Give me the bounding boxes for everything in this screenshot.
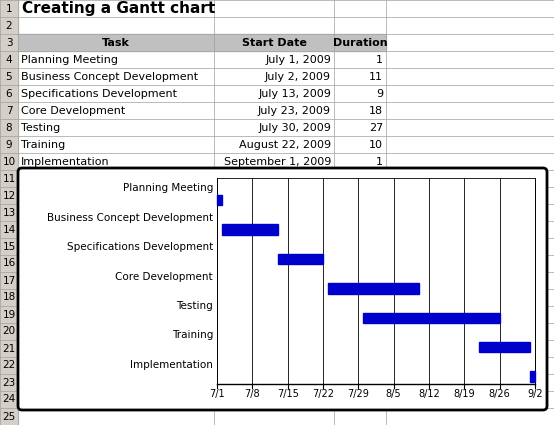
- Text: 7/1: 7/1: [209, 389, 225, 399]
- Text: 17: 17: [2, 275, 16, 286]
- Text: 9: 9: [6, 139, 12, 150]
- Text: Core Development: Core Development: [115, 272, 213, 282]
- Text: Business Concept Development: Business Concept Development: [21, 71, 198, 82]
- Bar: [363, 313, 500, 323]
- Text: 7/8: 7/8: [244, 389, 260, 399]
- Text: July 30, 2009: July 30, 2009: [258, 122, 331, 133]
- Text: Business Concept Development: Business Concept Development: [47, 213, 213, 223]
- Text: Specifications Development: Specifications Development: [66, 242, 213, 252]
- Text: 20: 20: [2, 326, 16, 337]
- Text: 8: 8: [6, 122, 12, 133]
- Text: 7/22: 7/22: [312, 389, 334, 399]
- Text: Testing: Testing: [176, 301, 213, 311]
- Text: 3: 3: [6, 37, 12, 48]
- Text: 24: 24: [2, 394, 16, 405]
- Text: 13: 13: [2, 207, 16, 218]
- Text: 1: 1: [376, 156, 383, 167]
- Text: 8/12: 8/12: [418, 389, 440, 399]
- Text: 18: 18: [369, 105, 383, 116]
- Text: 22: 22: [2, 360, 16, 371]
- Text: 7: 7: [6, 105, 12, 116]
- Text: 8/5: 8/5: [386, 389, 402, 399]
- Text: Implementation: Implementation: [21, 156, 110, 167]
- Text: 7/15: 7/15: [277, 389, 299, 399]
- Text: 21: 21: [2, 343, 16, 354]
- Text: 8/26: 8/26: [489, 389, 511, 399]
- Text: 4: 4: [6, 54, 12, 65]
- Text: 2: 2: [6, 20, 12, 31]
- Text: 5: 5: [6, 71, 12, 82]
- Bar: [479, 342, 530, 352]
- Text: Duration: Duration: [333, 37, 387, 48]
- Text: 11: 11: [2, 173, 16, 184]
- Bar: [0, 0, 18, 425]
- Text: 7/29: 7/29: [347, 389, 370, 399]
- Text: July 1, 2009: July 1, 2009: [265, 54, 331, 65]
- Text: 9: 9: [376, 88, 383, 99]
- Text: July 23, 2009: July 23, 2009: [258, 105, 331, 116]
- Text: Planning Meeting: Planning Meeting: [122, 183, 213, 193]
- Text: 15: 15: [2, 241, 16, 252]
- Text: Core Development: Core Development: [21, 105, 125, 116]
- FancyBboxPatch shape: [18, 168, 547, 410]
- Text: 14: 14: [2, 224, 16, 235]
- Bar: [328, 283, 419, 294]
- Text: Training: Training: [172, 331, 213, 340]
- Text: Training: Training: [21, 139, 65, 150]
- Text: 8/19: 8/19: [454, 389, 475, 399]
- Text: Specifications Development: Specifications Development: [21, 88, 177, 99]
- Text: 1: 1: [376, 54, 383, 65]
- Text: 16: 16: [2, 258, 16, 269]
- Text: 12: 12: [2, 190, 16, 201]
- Text: 9/2: 9/2: [527, 389, 543, 399]
- Text: July 2, 2009: July 2, 2009: [265, 71, 331, 82]
- Text: Creating a Gantt chart: Creating a Gantt chart: [22, 1, 216, 16]
- Text: Testing: Testing: [21, 122, 60, 133]
- Text: 19: 19: [2, 309, 16, 320]
- Text: 23: 23: [2, 377, 16, 388]
- Text: 25: 25: [2, 411, 16, 422]
- Text: 18: 18: [2, 292, 16, 303]
- Bar: [217, 195, 222, 205]
- Text: 11: 11: [369, 71, 383, 82]
- Bar: [222, 224, 278, 235]
- Bar: [18, 34, 386, 51]
- Text: July 13, 2009: July 13, 2009: [258, 88, 331, 99]
- Text: Planning Meeting: Planning Meeting: [21, 54, 118, 65]
- Text: 10: 10: [2, 156, 16, 167]
- Text: 27: 27: [369, 122, 383, 133]
- Bar: [530, 371, 535, 382]
- Bar: [278, 254, 323, 264]
- Text: Task: Task: [102, 37, 130, 48]
- Text: August 22, 2009: August 22, 2009: [239, 139, 331, 150]
- Text: Implementation: Implementation: [130, 360, 213, 370]
- Text: 6: 6: [6, 88, 12, 99]
- Text: September 1, 2009: September 1, 2009: [224, 156, 331, 167]
- Text: Start Date: Start Date: [242, 37, 306, 48]
- Text: 1: 1: [6, 3, 12, 14]
- Text: 10: 10: [369, 139, 383, 150]
